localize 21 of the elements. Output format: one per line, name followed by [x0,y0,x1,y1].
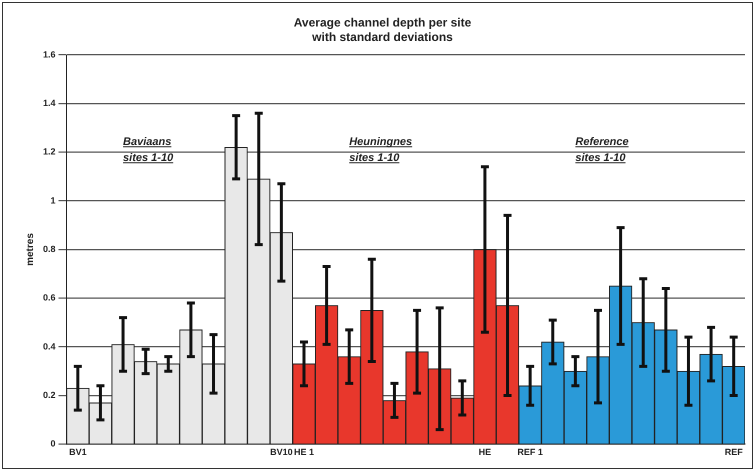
chart-subtitle: with standard deviations [311,30,454,44]
x-tick-label: BV1 [69,447,87,458]
y-axis-title: metres [24,232,36,266]
annotation: Heuningnes sites 1-10 [349,136,412,164]
x-tick-label: HE [478,447,492,458]
y-tick-label: 0.4 [42,341,56,352]
x-tick-label: BV10 [270,447,293,458]
y-tick-label: 1.6 [42,49,56,60]
annotation: Reference sites 1-10 [575,136,629,164]
x-tick-label: REF 1 [517,447,543,458]
x-tick-label: REF [724,447,744,458]
chart-title: Average channel depth per site [294,16,472,30]
y-tick-label: 0 [50,438,56,449]
y-tick-label: 0.6 [42,292,56,303]
y-tick-label: 1.2 [42,146,56,157]
y-tick-label: 1 [50,195,56,206]
x-tick-label: HE 1 [294,447,314,458]
y-tick-label: 1.4 [42,98,56,108]
y-tick-label: 0.8 [42,244,56,254]
y-tick-label: 0.2 [42,390,56,400]
annotation: Baviaans sites 1-10 [123,136,174,164]
